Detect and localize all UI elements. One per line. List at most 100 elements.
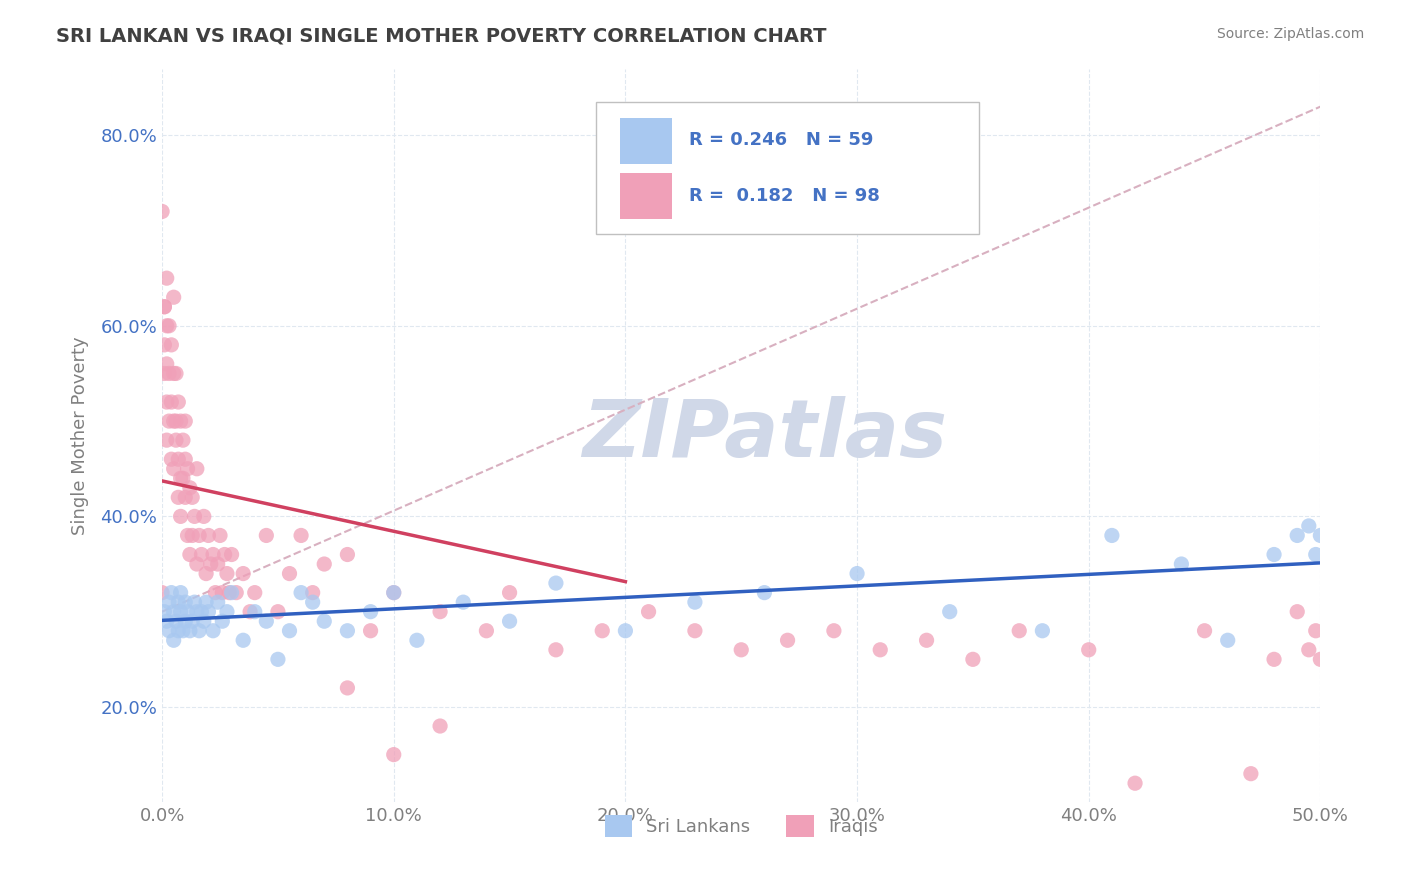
Point: [382, 585, 405, 599]
Point: [174, 452, 197, 467]
Point: [406, 633, 429, 648]
Point: [1008, 624, 1031, 638]
Point: [254, 528, 277, 542]
Point: [174, 414, 197, 428]
Point: [218, 585, 240, 599]
Text: R =  0.182   N = 98: R = 0.182 N = 98: [689, 187, 880, 205]
Point: [160, 395, 183, 409]
FancyBboxPatch shape: [596, 102, 979, 234]
Point: [1240, 766, 1263, 780]
Point: [169, 509, 191, 524]
Point: [360, 624, 382, 638]
Y-axis label: Single Mother Poverty: Single Mother Poverty: [72, 336, 89, 534]
Point: [163, 414, 186, 428]
Point: [1170, 557, 1192, 571]
Point: [157, 414, 180, 428]
Point: [614, 624, 637, 638]
Point: [193, 614, 215, 628]
Point: [163, 462, 186, 476]
Point: [153, 300, 176, 314]
Point: [172, 433, 194, 447]
Point: [267, 605, 290, 619]
Point: [169, 471, 191, 485]
Point: [1286, 605, 1309, 619]
Legend: Sri Lankans, Iraqis: Sri Lankans, Iraqis: [598, 808, 884, 845]
Point: [1298, 642, 1320, 657]
Point: [202, 548, 225, 562]
Point: [221, 548, 243, 562]
Point: [176, 462, 198, 476]
Point: [202, 624, 225, 638]
Point: [183, 509, 205, 524]
Point: [176, 528, 198, 542]
Point: [211, 585, 233, 599]
Point: [197, 528, 219, 542]
Point: [1263, 548, 1285, 562]
Point: [156, 614, 179, 628]
Point: [183, 595, 205, 609]
Point: [181, 528, 204, 542]
Point: [1305, 548, 1327, 562]
Point: [360, 605, 382, 619]
Point: [1194, 624, 1216, 638]
Point: [156, 271, 179, 285]
Point: [301, 585, 323, 599]
Text: Source: ZipAtlas.com: Source: ZipAtlas.com: [1216, 27, 1364, 41]
Point: [591, 624, 613, 638]
Point: [195, 595, 218, 609]
Point: [157, 595, 180, 609]
Point: [823, 624, 845, 638]
Point: [243, 585, 266, 599]
Point: [163, 290, 186, 304]
Point: [278, 566, 301, 581]
Point: [165, 414, 187, 428]
Point: [451, 595, 474, 609]
Point: [962, 652, 984, 666]
Point: [195, 566, 218, 581]
Point: [179, 548, 201, 562]
Point: [278, 624, 301, 638]
Point: [153, 367, 176, 381]
Point: [938, 605, 960, 619]
Point: [730, 642, 752, 657]
Point: [475, 624, 498, 638]
Point: [382, 585, 405, 599]
Point: [336, 624, 359, 638]
Point: [160, 338, 183, 352]
Point: [153, 338, 176, 352]
Point: [254, 614, 277, 628]
Text: ZIPatlas: ZIPatlas: [582, 396, 946, 475]
Point: [1123, 776, 1146, 790]
FancyBboxPatch shape: [620, 173, 672, 219]
Point: [1101, 528, 1123, 542]
Point: [1305, 624, 1327, 638]
Point: [186, 462, 208, 476]
Point: [290, 585, 312, 599]
Point: [165, 367, 187, 381]
Point: [174, 491, 197, 505]
Point: [156, 395, 179, 409]
Point: [683, 595, 706, 609]
Point: [869, 642, 891, 657]
Point: [382, 747, 405, 762]
Point: [207, 557, 229, 571]
Point: [163, 605, 186, 619]
Point: [301, 595, 323, 609]
Point: [172, 624, 194, 638]
Point: [215, 566, 238, 581]
Point: [211, 614, 233, 628]
Point: [232, 566, 254, 581]
Point: [179, 481, 201, 495]
Point: [190, 548, 212, 562]
Point: [314, 614, 336, 628]
Point: [429, 605, 451, 619]
Point: [167, 595, 190, 609]
Point: [1286, 528, 1309, 542]
Point: [204, 585, 226, 599]
Point: [156, 357, 179, 371]
Point: [215, 605, 238, 619]
Point: [172, 471, 194, 485]
Point: [174, 595, 197, 609]
Point: [153, 605, 176, 619]
Point: [637, 605, 659, 619]
